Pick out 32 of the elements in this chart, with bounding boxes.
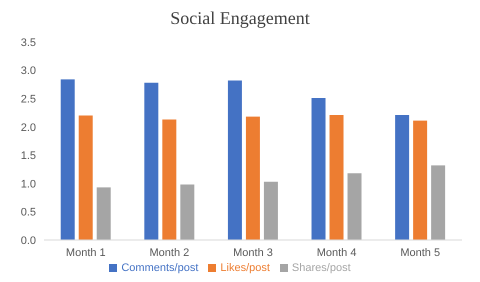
y-tick-label: 3.0 [20,65,36,78]
y-tick-label: 2.0 [20,122,36,134]
bar [330,114,344,240]
bar [348,173,362,240]
bar [413,120,428,240]
y-tick-label: 2.5 [20,93,36,106]
x-tick-label: Month 5 [400,246,440,259]
x-tick-label: Month 3 [233,246,273,259]
legend-label: Comments/post [121,262,198,274]
y-tick-label: 1.0 [20,178,36,190]
legend-label: Likes/post [220,262,270,274]
bar [96,187,111,240]
y-tick-label: 0.0 [20,234,36,247]
bar [78,116,93,240]
bar [144,82,158,240]
x-tick-label: Month 1 [66,246,106,259]
bar [312,98,326,240]
bar [60,79,75,240]
legend-label: Shares/post [292,262,351,274]
bar [162,120,176,240]
bar [264,182,278,240]
bar [246,116,260,240]
chart-title: Social Engagement [169,8,311,30]
bar [395,114,410,240]
bar [228,80,242,240]
x-tick-label: Month 4 [316,246,356,259]
x-tick-label: Month 2 [150,246,190,259]
bar [431,165,446,240]
y-tick-label: 3.5 [20,36,36,49]
y-tick-label: 0.5 [20,206,36,219]
bar [180,184,194,240]
y-tick-label: 1.5 [20,150,36,162]
